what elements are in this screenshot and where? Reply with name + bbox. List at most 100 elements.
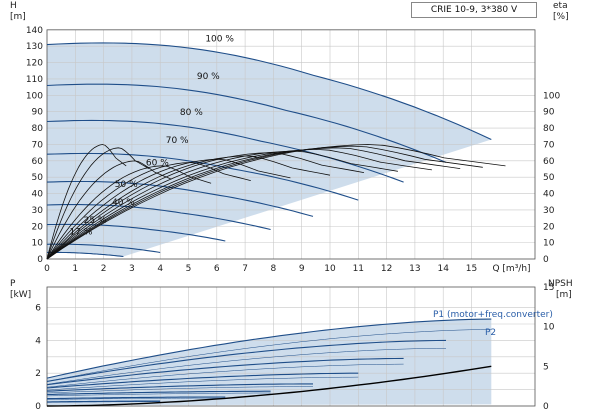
bottom-frame xyxy=(46,286,536,407)
eta-curve xyxy=(46,144,506,260)
p1-series-label: P1 (motor+freq.converter) xyxy=(433,310,553,320)
x-tick-label: 4 xyxy=(157,264,163,274)
p1-curve xyxy=(46,357,404,386)
y-right-tick-label: 20 xyxy=(543,222,555,232)
x-tick-label: 6 xyxy=(214,264,220,274)
y-left-tick-label: 0 xyxy=(37,255,43,265)
x-tick-label: 15 xyxy=(466,264,477,274)
p1-curve xyxy=(46,390,271,396)
head-curve-90pct xyxy=(46,83,447,163)
npsh-unit-bottom: [m] xyxy=(556,290,572,300)
speed-label: 40 % xyxy=(112,198,135,208)
head-envelope xyxy=(47,42,492,257)
p-tick-label: 4 xyxy=(35,336,41,346)
p2-series-label: P2 xyxy=(485,328,496,338)
speed-label: 25 % xyxy=(84,216,107,226)
p-unit-top: P xyxy=(10,279,16,289)
y-left-tick-label: 30 xyxy=(32,206,44,216)
y-left-unit-top: H xyxy=(10,1,17,11)
p-tick-label: 2 xyxy=(35,369,41,379)
speed-label: 100 % xyxy=(205,34,234,44)
eta-curve xyxy=(46,160,172,260)
speed-label: 17 % xyxy=(70,227,93,237)
p2-curve xyxy=(46,329,492,382)
p1-curve xyxy=(46,339,447,382)
y-right-tick-label: 10 xyxy=(543,239,555,249)
speed-label: 80 % xyxy=(180,108,203,118)
eta-curve xyxy=(46,148,432,260)
npsh-curve xyxy=(46,365,492,407)
p-tick-label: 6 xyxy=(35,304,41,314)
speed-label: 50 % xyxy=(115,180,138,190)
x-tick-label: 10 xyxy=(324,264,336,274)
y-left-tick-label: 10 xyxy=(32,239,44,249)
y-right-unit-bottom: [%] xyxy=(553,12,569,22)
p1-curve xyxy=(46,372,359,389)
head-curve-17pct xyxy=(46,251,124,258)
p-tick-label: 0 xyxy=(35,402,41,412)
y-left-tick-label: 90 xyxy=(32,108,44,118)
p2-curve xyxy=(46,376,359,391)
chart-title: CRIE 10-9, 3*380 V xyxy=(411,2,537,18)
x-tick-label: 11 xyxy=(353,264,364,274)
eta-curve xyxy=(46,150,398,260)
npsh-unit-top: NPSH xyxy=(548,279,573,289)
head-curve-100pct xyxy=(46,42,492,140)
y-left-tick-label: 120 xyxy=(26,59,43,69)
y-right-unit-top: eta xyxy=(553,1,568,11)
top-frame xyxy=(46,29,536,260)
p2-curve xyxy=(47,401,161,403)
p2-curve xyxy=(46,386,313,394)
p2-curve xyxy=(46,348,446,385)
eta-curve xyxy=(46,152,365,260)
eta-curve xyxy=(46,147,461,260)
y-right-tick-label: 70 xyxy=(543,140,555,150)
x-tick-label: 12 xyxy=(381,264,392,274)
p1-curve xyxy=(46,383,313,392)
x-tick-label: 2 xyxy=(101,264,107,274)
y-right-tick-label: 40 xyxy=(543,190,555,200)
y-left-tick-label: 110 xyxy=(26,75,43,85)
npsh-tick-label: 5 xyxy=(543,362,549,372)
x-tick-label: 0 xyxy=(44,264,50,274)
x-tick-label: 13 xyxy=(409,264,420,274)
y-right-tick-label: 30 xyxy=(543,206,555,216)
y-left-tick-label: 60 xyxy=(32,157,44,167)
speed-label: 90 % xyxy=(197,72,220,82)
p1-curve xyxy=(47,396,226,400)
x-tick-label: 14 xyxy=(437,264,449,274)
y-left-tick-label: 80 xyxy=(32,124,44,134)
y-left-tick-label: 50 xyxy=(32,173,44,183)
eta-curve xyxy=(46,145,483,260)
p1-curve xyxy=(47,400,161,403)
y-right-tick-label: 50 xyxy=(543,173,555,183)
y-right-tick-label: 60 xyxy=(543,157,555,167)
x-axis-label: Q [m³/h] xyxy=(492,264,530,274)
y-right-tick-label: 0 xyxy=(543,255,549,265)
npsh-tick-label: 0 xyxy=(543,402,549,412)
y-left-tick-label: 130 xyxy=(26,42,43,52)
y-left-tick-label: 20 xyxy=(32,222,44,232)
y-left-tick-label: 140 xyxy=(26,26,43,36)
head-curve-60pct xyxy=(46,180,314,217)
power-envelope xyxy=(47,319,492,406)
eta-curve xyxy=(46,155,331,260)
eta-curve xyxy=(46,162,251,260)
y-left-tick-label: 100 xyxy=(26,91,43,101)
y-left-tick-label: 40 xyxy=(32,190,44,200)
y-right-tick-label: 90 xyxy=(543,108,555,118)
p2-curve xyxy=(46,397,226,400)
npsh-tick-label: 10 xyxy=(543,323,555,333)
y-right-tick-label: 80 xyxy=(543,124,555,134)
x-tick-label: 3 xyxy=(129,264,135,274)
speed-label: 60 % xyxy=(146,159,169,169)
eta-curve xyxy=(46,158,291,260)
x-tick-label: 7 xyxy=(242,264,248,274)
p1-curve xyxy=(46,318,492,379)
eta-curve xyxy=(46,147,150,260)
head-curve-50pct xyxy=(46,204,271,231)
p2-curve xyxy=(46,363,404,388)
npsh-tick-label: 15 xyxy=(543,283,554,293)
